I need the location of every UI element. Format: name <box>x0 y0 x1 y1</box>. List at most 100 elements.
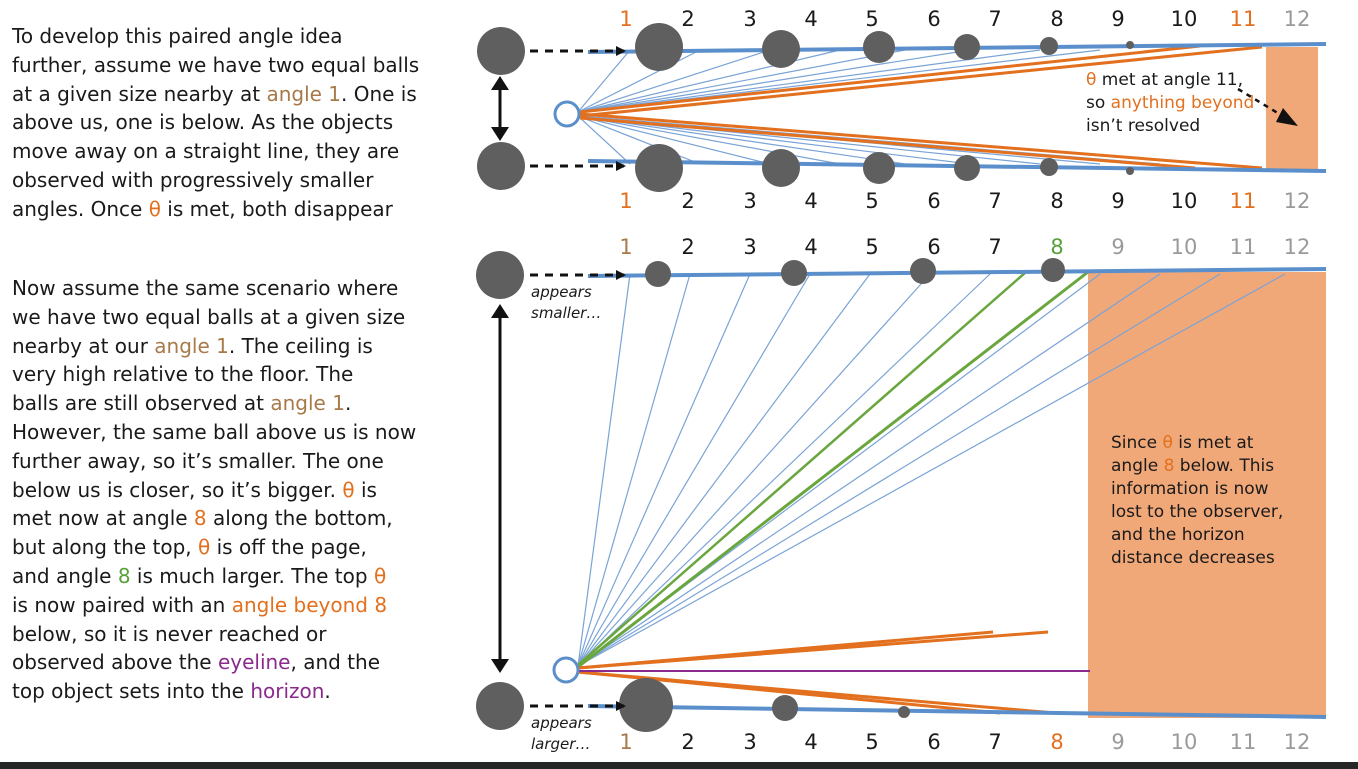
text-line: However, the same ball above us is now <box>12 419 417 444</box>
angle-number: 4 <box>804 235 817 259</box>
sight-ray <box>577 49 1041 113</box>
ball <box>645 261 671 287</box>
sight-ray <box>577 273 1221 667</box>
ball-near-bottom <box>477 142 525 190</box>
sight-ray <box>577 273 811 667</box>
text-line: below us is closer, so it’s bigger. θ is <box>12 477 377 502</box>
paragraph-top: To develop this paired angle idea further… <box>12 22 419 224</box>
angle-number: 9 <box>1111 189 1124 213</box>
theta-line-upper <box>579 44 1201 114</box>
ball-near-top <box>476 251 524 299</box>
angle-number: 11 <box>1230 189 1257 213</box>
text-line: at a given size nearby at angle 1. One i… <box>12 81 417 106</box>
arrowhead-down <box>491 659 509 673</box>
sight-ray <box>577 49 971 113</box>
sight-ray <box>577 115 906 165</box>
angle-number: 5 <box>865 235 878 259</box>
arrowhead-up <box>491 76 509 90</box>
angle-8-line-b <box>577 270 1089 669</box>
sight-ray <box>577 115 841 165</box>
paragraph-bottom: Now assume the same scenario where we hav… <box>12 274 416 706</box>
angle-number: 12 <box>1284 730 1311 754</box>
angle-number: 9 <box>1111 235 1124 259</box>
sight-ray <box>577 49 841 113</box>
angle-number: 7 <box>988 7 1001 31</box>
sight-ray <box>577 273 1161 667</box>
theta-line-lower <box>579 116 1196 170</box>
text-line: Now assume the same scenario where <box>12 276 399 300</box>
angle-number: 11 <box>1230 7 1257 31</box>
ball <box>1040 37 1058 55</box>
angle-number: 11 <box>1230 235 1257 259</box>
text-line: angles. Once θ is met, both disappear <box>12 196 393 221</box>
sight-ray <box>577 273 991 667</box>
sight-ray <box>577 115 631 165</box>
ball <box>1041 258 1065 282</box>
ball <box>635 144 683 192</box>
bottom-diagram-note: Since θ is met at angle 8 below. This info… <box>1111 433 1283 568</box>
angle-number: 6 <box>927 7 940 31</box>
sight-ray <box>577 115 771 165</box>
angle-number: 6 <box>927 730 940 754</box>
ceiling-line <box>587 267 1327 278</box>
ball-near-bottom <box>476 682 524 730</box>
text-line: met now at angle 8 along the bottom, <box>12 506 393 531</box>
text-line: move away on a straight line, they are <box>12 139 400 164</box>
ball <box>635 23 683 71</box>
angle-number: 3 <box>743 730 756 754</box>
angle-number: 12 <box>1284 7 1311 31</box>
text-line: nearby at our angle 1. The ceiling is <box>12 333 373 358</box>
theta-line-up-b <box>577 630 1049 670</box>
angle-number: 5 <box>865 730 878 754</box>
text-line: further, assume we have two equal balls <box>12 52 420 77</box>
observer-eye <box>552 656 580 684</box>
angle-number: 9 <box>1111 7 1124 31</box>
top-angle-numbers-lower: 1 2 3 4 5 6 7 8 9 10 11 12 <box>619 189 1310 213</box>
ball <box>762 149 800 187</box>
ball <box>910 258 936 284</box>
sight-ray <box>577 273 931 667</box>
text-line: very high relative to the floor. The <box>12 362 354 387</box>
ball <box>898 706 910 718</box>
sight-ray <box>577 273 691 667</box>
ball-near-top <box>477 27 525 75</box>
angle-number: 4 <box>804 7 817 31</box>
angle-number: 4 <box>804 189 817 213</box>
text-line: To develop this paired angle idea <box>12 24 343 48</box>
angle-number: 10 <box>1171 7 1198 31</box>
angle-number: 3 <box>743 189 756 213</box>
ball <box>863 152 895 184</box>
sight-ray <box>577 49 631 113</box>
ball <box>781 260 807 286</box>
label-appears-larger: appears larger… <box>531 714 596 753</box>
angle-number: 8 <box>1050 189 1063 213</box>
angle-number: 2 <box>681 189 694 213</box>
sight-ray <box>577 273 871 667</box>
ball <box>762 30 800 68</box>
angle-number: 12 <box>1284 189 1311 213</box>
angle-number: 9 <box>1111 730 1124 754</box>
sight-ray <box>577 273 751 667</box>
lost-information-region <box>1088 272 1326 718</box>
bottom-diagram: 1 2 3 4 5 6 7 8 9 10 11 12 1 2 3 4 5 6 7 8 9 10 11 12 appears … <box>476 235 1327 754</box>
top-angle-numbers-upper: 1 2 3 4 5 6 7 8 9 10 11 12 <box>619 7 1310 31</box>
sight-ray <box>577 49 906 113</box>
angle-number: 3 <box>743 7 756 31</box>
angle-number: 2 <box>681 7 694 31</box>
ball <box>1040 158 1058 176</box>
text-line: but along the top, θ is off the page, <box>12 535 367 560</box>
angle-number: 11 <box>1230 730 1257 754</box>
ball <box>863 31 895 63</box>
bottom-angle-numbers-lower: 1 2 3 4 5 6 7 8 9 10 11 12 <box>619 730 1310 754</box>
theta-line-lower-b <box>579 112 1263 170</box>
angle-number: 10 <box>1171 189 1198 213</box>
theta-line-upper-b <box>579 45 1263 118</box>
angle-number: 5 <box>865 189 878 213</box>
floor-line <box>587 704 1327 719</box>
unresolved-region <box>1266 47 1318 169</box>
sight-ray <box>577 273 631 667</box>
angle-number: 3 <box>743 235 756 259</box>
text-line: observed above the eyeline, and the <box>12 650 381 675</box>
angle-number: 1 <box>619 730 632 754</box>
